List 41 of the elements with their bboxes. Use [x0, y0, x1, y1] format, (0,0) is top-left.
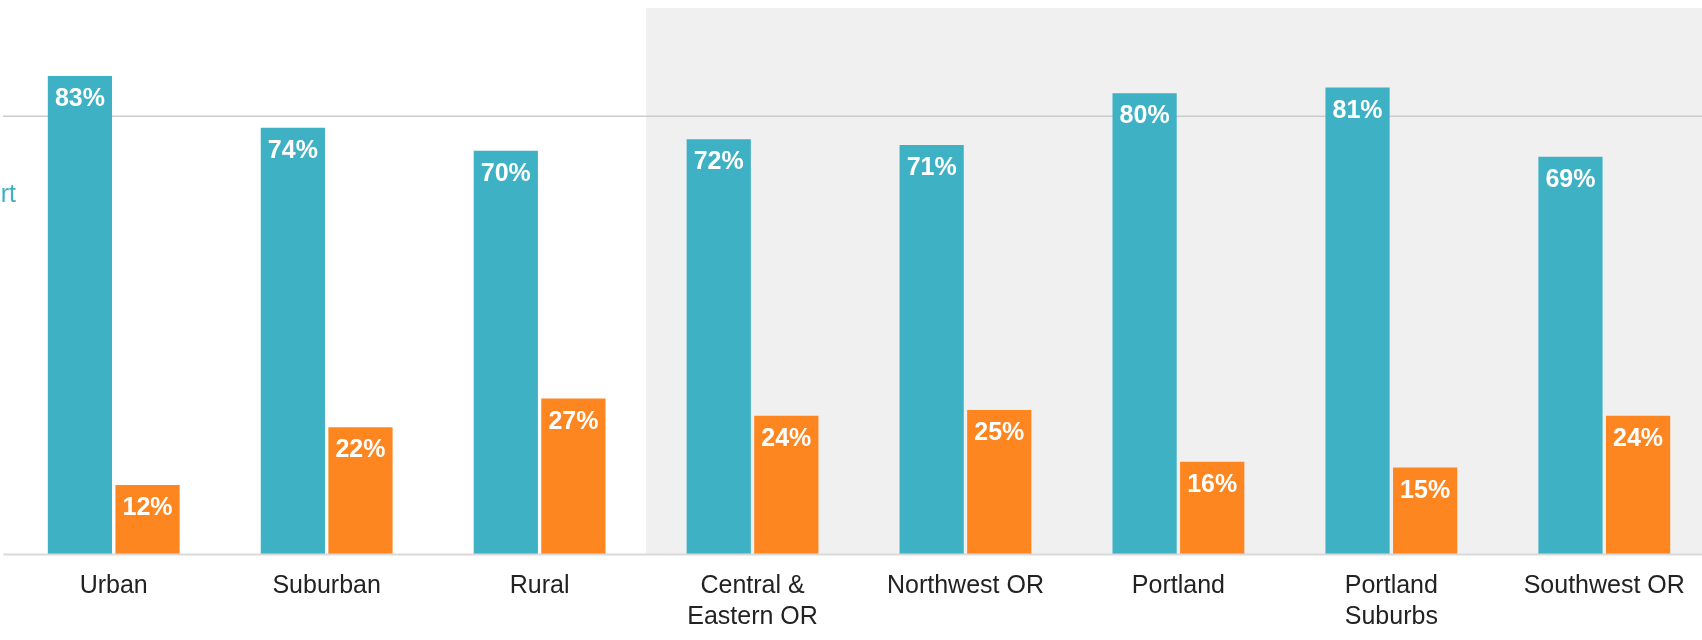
bar — [754, 415, 819, 554]
data-label: 69% — [1545, 163, 1596, 192]
data-label: 81% — [1332, 94, 1383, 123]
x-tick-label: Portland — [1131, 569, 1225, 598]
bar — [1180, 461, 1245, 554]
data-label: 24% — [761, 422, 812, 451]
x-tick-label: Portland Suburbs — [1344, 569, 1438, 629]
data-label: 12% — [122, 491, 173, 520]
data-label: 74% — [267, 134, 318, 163]
bar — [541, 398, 606, 554]
bar — [115, 484, 180, 554]
data-label: 24% — [1613, 422, 1664, 451]
bar — [473, 150, 538, 554]
data-label: 70% — [480, 157, 531, 186]
data-label: 27% — [548, 405, 599, 434]
bar — [1112, 93, 1177, 554]
bar — [260, 127, 325, 554]
series-label: rt — [0, 179, 17, 207]
x-tick-label: Northwest OR — [886, 569, 1044, 598]
x-tick-label: Southwest OR — [1523, 569, 1685, 598]
data-label: 83% — [54, 83, 105, 111]
x-tick-label: Rural — [509, 569, 570, 598]
data-label: 80% — [1119, 100, 1170, 129]
bar — [1325, 87, 1390, 554]
x-tick-label: Urban — [79, 569, 148, 598]
bar — [47, 76, 113, 554]
x-tick-label: Suburban — [272, 569, 381, 598]
bar — [686, 139, 751, 554]
bar — [1393, 467, 1458, 554]
bar — [967, 410, 1032, 554]
data-label: 71% — [906, 152, 957, 181]
data-label: 15% — [1400, 474, 1451, 503]
data-label: 25% — [974, 417, 1025, 446]
bar — [1538, 156, 1603, 554]
data-label: 72% — [693, 146, 744, 175]
data-label: 22% — [335, 434, 386, 463]
bar — [1605, 415, 1671, 554]
bar — [328, 427, 393, 554]
data-label: 16% — [1187, 468, 1238, 497]
bar — [899, 145, 964, 554]
x-tick-label: Central & Eastern OR — [687, 569, 818, 629]
